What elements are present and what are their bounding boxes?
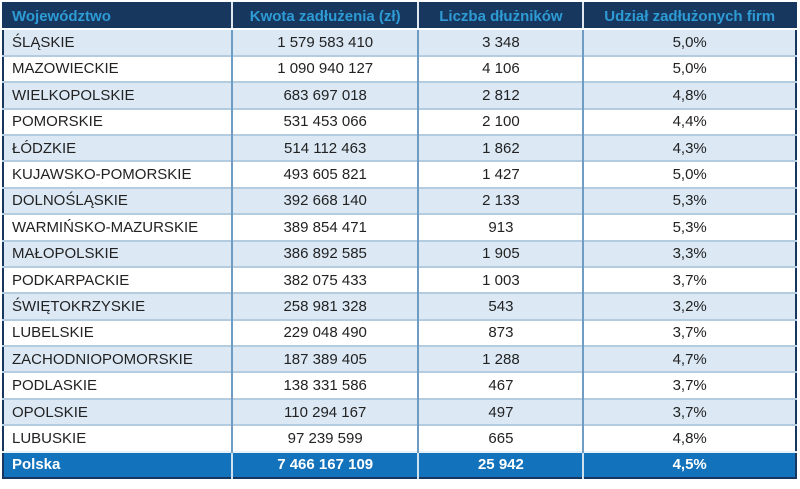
cell-debt-share: 4,3% bbox=[582, 133, 796, 162]
table-row: KUJAWSKO-POMORSKIE 493 605 821 1 427 5,0% bbox=[3, 160, 796, 188]
cell-debtor-count: 913 bbox=[417, 213, 584, 241]
cell-debt-share: 5,3% bbox=[582, 186, 796, 215]
cell-debt-amount: 110 294 167 bbox=[230, 397, 419, 426]
table-row: ŚLĄSKIE 1 579 583 410 3 348 5,0% bbox=[3, 29, 796, 56]
cell-debt-amount: 514 112 463 bbox=[230, 133, 419, 162]
cell-voivodeship: PODLASKIE bbox=[3, 371, 232, 399]
totals-label: Polska bbox=[3, 450, 232, 479]
cell-debt-share: 3,7% bbox=[582, 397, 796, 426]
cell-debt-share: 4,7% bbox=[582, 345, 796, 373]
cell-voivodeship: MAZOWIECKIE bbox=[3, 54, 232, 83]
cell-debt-amount: 386 892 585 bbox=[230, 239, 419, 267]
cell-debt-amount: 1 579 583 410 bbox=[230, 29, 419, 56]
cell-debtor-count: 2 100 bbox=[417, 107, 584, 135]
cell-debtor-count: 1 288 bbox=[417, 345, 584, 373]
cell-debtor-count: 1 427 bbox=[417, 160, 584, 188]
cell-debt-amount: 138 331 586 bbox=[230, 371, 419, 399]
cell-voivodeship: ŁÓDZKIE bbox=[3, 133, 232, 162]
cell-debt-amount: 392 668 140 bbox=[230, 186, 419, 215]
cell-debt-amount: 493 605 821 bbox=[230, 160, 419, 188]
cell-voivodeship: KUJAWSKO-POMORSKIE bbox=[3, 160, 232, 188]
cell-debtor-count: 873 bbox=[417, 318, 584, 347]
table-row: ZACHODNIOPOMORSKIE 187 389 405 1 288 4,7% bbox=[3, 345, 796, 373]
cell-debt-share: 5,0% bbox=[582, 54, 796, 83]
table-row: DOLNOŚLĄSKIE 392 668 140 2 133 5,3% bbox=[3, 186, 796, 215]
cell-voivodeship: LUBELSKIE bbox=[3, 318, 232, 347]
column-header-voivodeship: Województwo bbox=[3, 3, 232, 31]
cell-debt-share: 3,3% bbox=[582, 239, 796, 267]
cell-debt-amount: 97 239 599 bbox=[230, 424, 419, 452]
totals-debt-amount: 7 466 167 109 bbox=[230, 450, 419, 479]
cell-debtor-count: 467 bbox=[417, 371, 584, 399]
cell-debtor-count: 1 862 bbox=[417, 133, 584, 162]
cell-debt-amount: 683 697 018 bbox=[230, 81, 419, 109]
cell-voivodeship: LUBUSKIE bbox=[3, 424, 232, 452]
table-row: OPOLSKIE 110 294 167 497 3,7% bbox=[3, 397, 796, 426]
totals-debtor-count: 25 942 bbox=[417, 450, 584, 479]
cell-voivodeship: WARMIŃSKO-MAZURSKIE bbox=[3, 213, 232, 241]
cell-voivodeship: WIELKOPOLSKIE bbox=[3, 81, 232, 109]
cell-debt-share: 4,8% bbox=[582, 424, 796, 452]
table-body: ŚLĄSKIE 1 579 583 410 3 348 5,0% MAZOWIECKIE… bbox=[3, 29, 796, 452]
cell-debtor-count: 1 905 bbox=[417, 239, 584, 267]
table-row: WIELKOPOLSKIE 683 697 018 2 812 4,8% bbox=[3, 81, 796, 109]
column-header-debtor-count: Liczba dłużników bbox=[417, 3, 584, 31]
cell-debtor-count: 3 348 bbox=[417, 29, 584, 56]
voivodeship-debt-table: Województwo Kwota zadłużenia (zł) Liczba… bbox=[2, 2, 797, 480]
cell-debt-amount: 187 389 405 bbox=[230, 345, 419, 373]
cell-debtor-count: 2 133 bbox=[417, 186, 584, 215]
cell-debtor-count: 4 106 bbox=[417, 54, 584, 83]
column-header-debt-share: Udział zadłużonych firm bbox=[582, 3, 796, 31]
totals-debt-share: 4,5% bbox=[582, 450, 796, 479]
totals-row: Polska 7 466 167 109 25 942 4,5% bbox=[3, 450, 796, 479]
cell-debt-amount: 382 075 433 bbox=[230, 265, 419, 294]
cell-debt-share: 4,4% bbox=[582, 107, 796, 135]
table-row: PODKARPACKIE 382 075 433 1 003 3,7% bbox=[3, 265, 796, 294]
cell-voivodeship: ZACHODNIOPOMORSKIE bbox=[3, 345, 232, 373]
cell-debt-share: 3,7% bbox=[582, 371, 796, 399]
cell-debt-amount: 229 048 490 bbox=[230, 318, 419, 347]
cell-debt-share: 5,3% bbox=[582, 213, 796, 241]
cell-debt-amount: 389 854 471 bbox=[230, 213, 419, 241]
cell-debtor-count: 497 bbox=[417, 397, 584, 426]
table-row: LUBELSKIE 229 048 490 873 3,7% bbox=[3, 318, 796, 347]
cell-debt-amount: 258 981 328 bbox=[230, 292, 419, 320]
cell-debt-share: 3,2% bbox=[582, 292, 796, 320]
cell-voivodeship: OPOLSKIE bbox=[3, 397, 232, 426]
cell-debt-share: 3,7% bbox=[582, 318, 796, 347]
table-row: LUBUSKIE 97 239 599 665 4,8% bbox=[3, 424, 796, 452]
cell-debt-share: 5,0% bbox=[582, 29, 796, 56]
cell-voivodeship: ŚWIĘTOKRZYSKIE bbox=[3, 292, 232, 320]
table-row: ŚWIĘTOKRZYSKIE 258 981 328 543 3,2% bbox=[3, 292, 796, 320]
cell-voivodeship: POMORSKIE bbox=[3, 107, 232, 135]
cell-voivodeship: MAŁOPOLSKIE bbox=[3, 239, 232, 267]
column-header-debt-amount: Kwota zadłużenia (zł) bbox=[230, 3, 419, 31]
cell-debtor-count: 2 812 bbox=[417, 81, 584, 109]
cell-debtor-count: 665 bbox=[417, 424, 584, 452]
table-row: ŁÓDZKIE 514 112 463 1 862 4,3% bbox=[3, 133, 796, 162]
cell-debt-share: 3,7% bbox=[582, 265, 796, 294]
cell-voivodeship: DOLNOŚLĄSKIE bbox=[3, 186, 232, 215]
cell-debt-share: 5,0% bbox=[582, 160, 796, 188]
table-row: MAŁOPOLSKIE 386 892 585 1 905 3,3% bbox=[3, 239, 796, 267]
cell-debtor-count: 543 bbox=[417, 292, 584, 320]
cell-debt-amount: 1 090 940 127 bbox=[230, 54, 419, 83]
table-row: PODLASKIE 138 331 586 467 3,7% bbox=[3, 371, 796, 399]
header-row: Województwo Kwota zadłużenia (zł) Liczba… bbox=[3, 3, 796, 31]
table-row: WARMIŃSKO-MAZURSKIE 389 854 471 913 5,3% bbox=[3, 213, 796, 241]
table-row: MAZOWIECKIE 1 090 940 127 4 106 5,0% bbox=[3, 54, 796, 83]
table-row: POMORSKIE 531 453 066 2 100 4,4% bbox=[3, 107, 796, 135]
cell-voivodeship: ŚLĄSKIE bbox=[12, 34, 75, 52]
cell-debt-amount: 531 453 066 bbox=[230, 107, 419, 135]
cell-voivodeship: PODKARPACKIE bbox=[3, 265, 232, 294]
cell-debt-share: 4,8% bbox=[582, 81, 796, 109]
cell-debtor-count: 1 003 bbox=[417, 265, 584, 294]
